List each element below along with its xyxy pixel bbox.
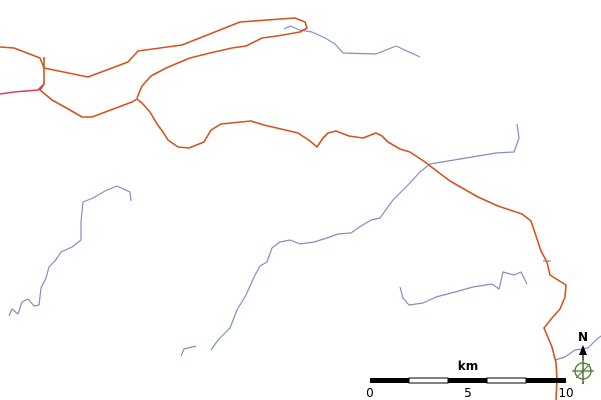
scale-tick-5: 5 (464, 386, 472, 400)
stream-west (8, 185, 132, 317)
scale-segment-4 (486, 377, 527, 384)
scale-tick-10: 10 (558, 386, 573, 400)
road-west-link (0, 83, 45, 95)
road-south-loop (39, 57, 567, 400)
stream-central-diagonal (210, 123, 520, 351)
stream-central-short (180, 345, 197, 357)
scale-segment-2 (408, 377, 449, 384)
roads (0, 17, 567, 400)
stream-north-east (283, 25, 421, 58)
location-marker-icon (572, 360, 594, 382)
north-arrow-label: N (578, 330, 588, 344)
scale-segment-5 (526, 378, 566, 383)
north-arrow-head (579, 345, 587, 355)
streams (8, 25, 601, 361)
road-north (0, 17, 308, 99)
scale-segment-1 (370, 378, 409, 383)
scale-segment-3 (448, 378, 487, 383)
scale-tick-0: 0 (366, 386, 374, 400)
scale-unit-label: km (458, 359, 478, 373)
scale-bar: km 0 5 10 (366, 359, 573, 400)
stream-south-east (399, 271, 528, 306)
